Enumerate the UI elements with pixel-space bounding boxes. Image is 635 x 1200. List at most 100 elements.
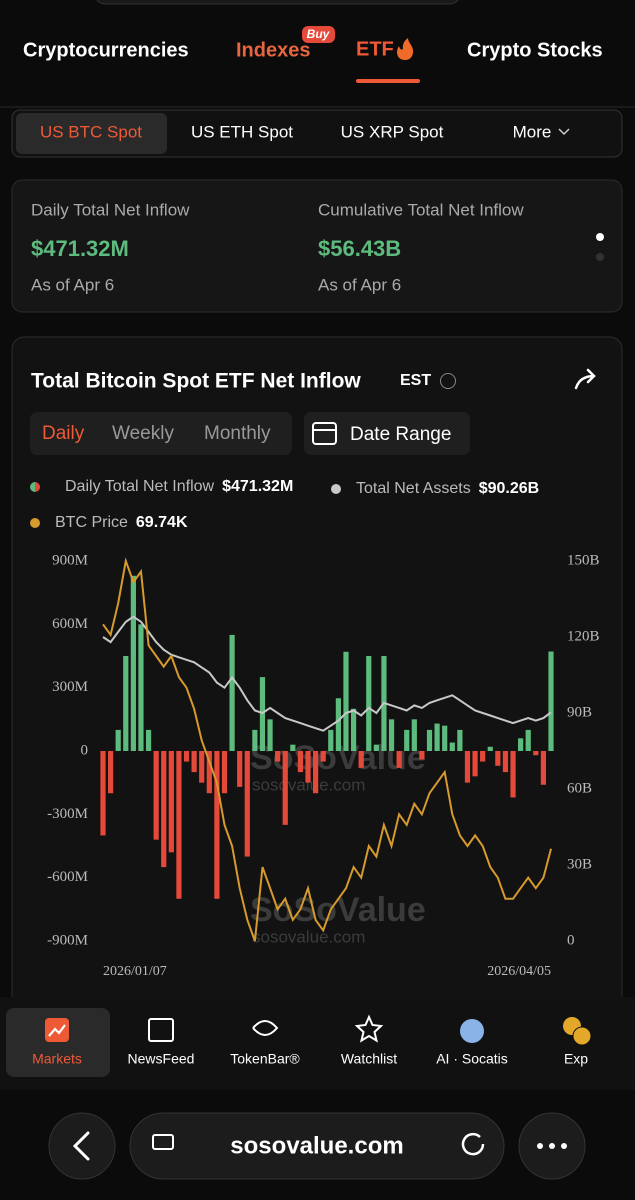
- y-tick-label: 0: [567, 932, 575, 948]
- legend-value: 69.74K: [136, 514, 188, 531]
- bar: [502, 751, 509, 773]
- bar: [533, 751, 539, 756]
- bar: [237, 751, 243, 787]
- nav-selected: [6, 1008, 110, 1077]
- bar: [328, 729, 334, 751]
- badge-text: Buy: [307, 27, 331, 41]
- bar: [176, 751, 182, 899]
- bar: [487, 746, 493, 751]
- x-tick-label: 2026/01/07: [103, 964, 167, 979]
- bar: [161, 751, 167, 868]
- watermark: sosovalue.com: [252, 927, 365, 946]
- bar: [335, 698, 341, 751]
- tab[interactable]: Indexes: [236, 39, 310, 61]
- bar: [449, 742, 455, 751]
- y-tick-label: 900M: [52, 552, 88, 568]
- tab[interactable]: Crypto Stocks: [467, 39, 603, 61]
- bar: [229, 634, 235, 751]
- bar: [145, 729, 152, 751]
- sub-tab[interactable]: More: [513, 122, 552, 141]
- sub-tab[interactable]: US XRP Spot: [341, 122, 444, 141]
- back-icon: [72, 1131, 90, 1161]
- menu-dot: [549, 1143, 555, 1149]
- bar: [305, 751, 311, 783]
- bar: [259, 677, 266, 751]
- date-range-label[interactable]: Date Range: [350, 424, 451, 445]
- summary-date: As of Apr 6: [31, 275, 114, 294]
- period[interactable]: Weekly: [112, 423, 174, 444]
- reload-icon[interactable]: [461, 1132, 485, 1156]
- menu-dot: [537, 1143, 543, 1149]
- legend-value: $471.32M: [222, 478, 293, 495]
- summary-value: $56.43B: [318, 236, 401, 261]
- bar: [472, 751, 478, 777]
- bar: [426, 729, 433, 751]
- sub-tab-selected: [16, 113, 167, 154]
- bar: [267, 719, 273, 751]
- y-tick-label: -900M: [47, 932, 88, 948]
- bar: [123, 656, 129, 751]
- tab[interactable]: Cryptocurrencies: [23, 39, 189, 61]
- bar: [434, 723, 440, 751]
- bar: [495, 751, 501, 766]
- bar: [464, 751, 471, 783]
- nav-label[interactable]: Markets: [32, 1051, 82, 1067]
- legend-icon: [30, 482, 35, 492]
- bar: [510, 751, 516, 798]
- period-toggle: [30, 412, 292, 455]
- share-icon[interactable]: [574, 368, 596, 390]
- nav-label[interactable]: NewsFeed: [128, 1051, 195, 1067]
- y-tick-label: 300M: [52, 679, 88, 695]
- summary-label: Cumulative Total Net Inflow: [318, 200, 524, 219]
- bar: [457, 729, 463, 751]
- url[interactable]: sosovalue.com: [230, 1132, 403, 1159]
- nav-label[interactable]: Exp: [564, 1051, 588, 1067]
- back-button[interactable]: [48, 1112, 116, 1180]
- y-tick-label: 60B: [567, 780, 592, 796]
- bar: [297, 751, 304, 773]
- period[interactable]: Monthly: [204, 423, 271, 444]
- sub-tab[interactable]: US BTC Spot: [40, 122, 142, 141]
- bar: [183, 751, 190, 762]
- nav-label[interactable]: AI · Socatis: [436, 1051, 508, 1067]
- bar: [214, 751, 220, 899]
- menu-dot: [561, 1143, 567, 1149]
- tabs-icon: [152, 1134, 174, 1150]
- chevron: [558, 128, 570, 136]
- search-bar[interactable]: [95, 0, 460, 5]
- bar: [388, 719, 395, 751]
- nav-icon: [460, 1019, 484, 1043]
- bar: [404, 729, 410, 751]
- sub-tab[interactable]: US ETH Spot: [191, 122, 293, 141]
- nav-icon: [148, 1018, 174, 1042]
- page-dot: [596, 253, 604, 261]
- y-tick-label: 150B: [567, 552, 600, 568]
- bar: [313, 751, 319, 794]
- nav-label[interactable]: TokenBar®: [230, 1051, 300, 1067]
- bar: [244, 751, 250, 857]
- bar: [199, 751, 205, 783]
- page-dot: [596, 233, 604, 241]
- url-bar[interactable]: [129, 1112, 505, 1180]
- bar: [221, 751, 228, 794]
- bar: [107, 751, 114, 794]
- y-tick-label: -300M: [47, 806, 88, 822]
- bar: [252, 729, 258, 751]
- y-tick-label: 30B: [567, 856, 592, 872]
- nav-label[interactable]: Watchlist: [341, 1051, 397, 1067]
- date-range-button[interactable]: [304, 412, 470, 455]
- period[interactable]: Daily: [42, 423, 85, 444]
- y-tick-label: -600M: [47, 869, 88, 885]
- chart-title: Total Bitcoin Spot ETF Net Inflow: [31, 370, 361, 393]
- tab-underline: [356, 79, 420, 83]
- bar: [366, 656, 372, 751]
- tab[interactable]: ETF: [356, 38, 394, 60]
- bar: [130, 575, 136, 751]
- info-icon[interactable]: [440, 373, 456, 389]
- line: [102, 615, 552, 732]
- legend-icon: [331, 484, 341, 494]
- bar: [153, 751, 159, 840]
- timezone[interactable]: EST: [400, 372, 431, 389]
- summary-value: $471.32M: [31, 236, 129, 261]
- bar: [290, 744, 296, 751]
